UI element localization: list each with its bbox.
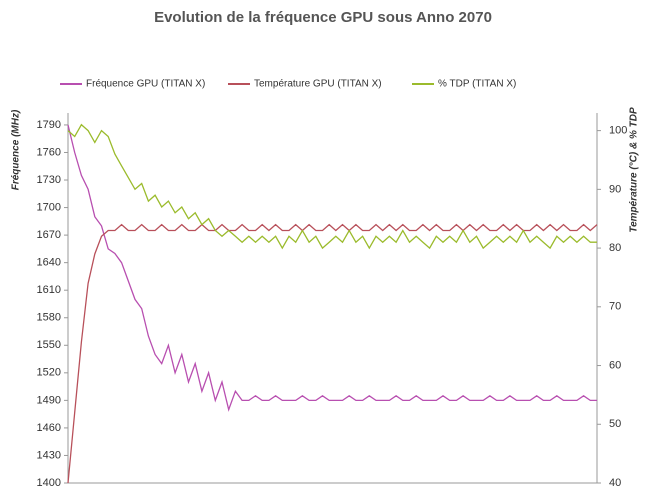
legend-label: % TDP (TITAN X) [438, 79, 516, 90]
y-tick-label: 1580 [37, 312, 61, 324]
y2-tick-label: 40 [609, 477, 621, 489]
y2-tick-label: 70 [609, 301, 621, 313]
series-line [67, 124, 597, 412]
y-axis-title: Fréquence (MHz) [11, 109, 22, 190]
chart-title: Evolution de la fréquence GPU sous Anno … [154, 9, 492, 26]
y2-tick-label: 100 [609, 125, 627, 137]
y-tick-label: 1430 [37, 449, 61, 461]
y-tick-label: 1550 [37, 339, 61, 351]
y-tick-label: 1490 [37, 394, 61, 406]
y-tick-label: 1730 [37, 174, 61, 186]
legend-label: Température GPU (TITAN X) [254, 79, 382, 90]
y-tick-label: 1640 [37, 257, 61, 269]
y2-tick-label: 80 [609, 242, 621, 254]
y-tick-label: 1790 [37, 119, 61, 131]
series-line [67, 123, 597, 250]
y-tick-label: 1760 [37, 146, 61, 158]
y2-tick-label: 50 [609, 418, 621, 430]
legend-label: Fréquence GPU (TITAN X) [86, 79, 205, 90]
series-line [67, 223, 598, 484]
y2-tick-label: 60 [609, 359, 621, 371]
y-tick-label: 1610 [37, 284, 61, 296]
y-tick-label: 1400 [37, 477, 61, 489]
y-tick-label: 1700 [37, 201, 61, 213]
y2-axis-title: Température (°C) & % TDP [629, 107, 640, 233]
y2-tick-label: 90 [609, 183, 621, 195]
y-tick-label: 1520 [37, 367, 61, 379]
y-tick-label: 1670 [37, 229, 61, 241]
y-tick-label: 1460 [37, 422, 61, 434]
